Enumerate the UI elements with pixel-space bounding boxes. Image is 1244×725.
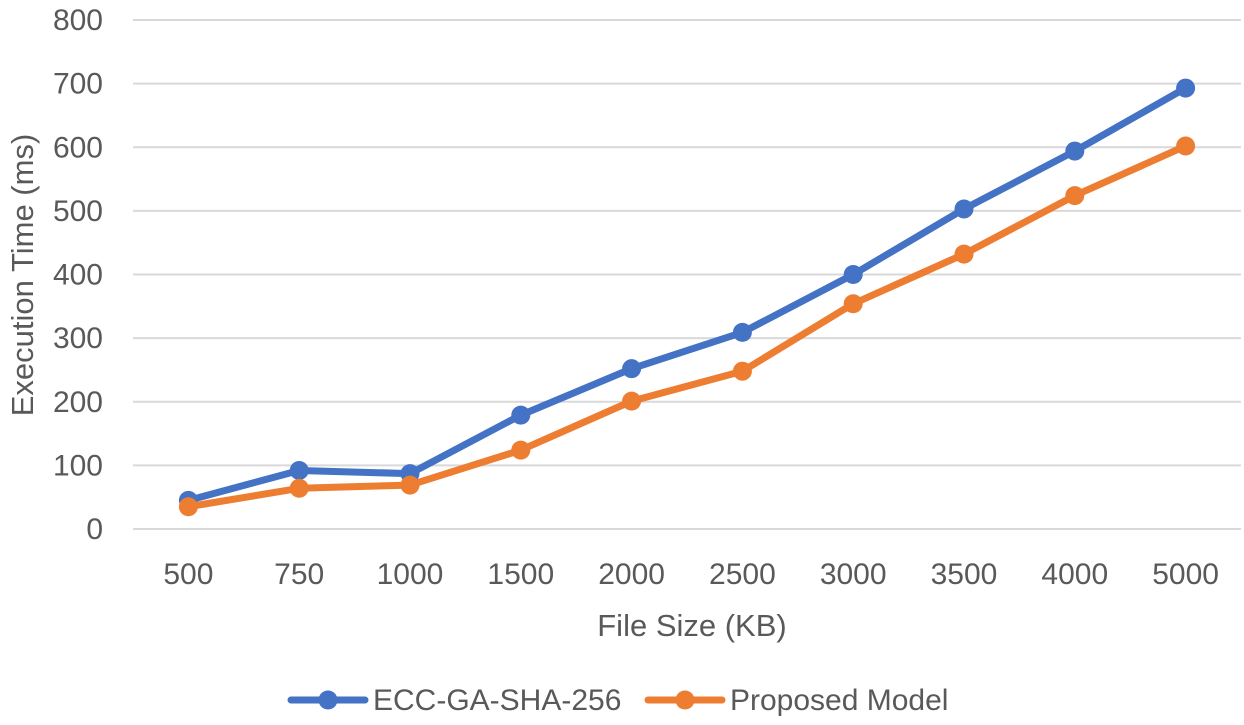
x-tick-label: 3000 [820, 558, 887, 591]
data-point [732, 322, 752, 342]
data-point [843, 265, 863, 284]
y-tick-label: 300 [53, 322, 103, 355]
x-tick-label: 2000 [598, 558, 665, 591]
series-2 [178, 136, 1196, 517]
y-tick-label: 200 [53, 386, 103, 419]
data-point [511, 405, 531, 425]
data-point [622, 359, 642, 379]
legend-swatch-marker [318, 690, 338, 710]
y-tick-label: 600 [53, 131, 103, 164]
data-point [1065, 186, 1085, 206]
y-axis-tick-labels: 0 100 200 300 400 500 600 700 800 [53, 4, 103, 546]
data-point [732, 361, 752, 381]
legend-label: Proposed Model [730, 684, 948, 717]
x-tick-label: 750 [274, 558, 324, 591]
y-tick-label: 0 [86, 513, 103, 546]
data-point [1176, 78, 1196, 98]
x-tick-label: 500 [163, 558, 213, 591]
legend-item: Proposed Model [644, 684, 948, 717]
legend-item: ECC-GA-SHA-256 [287, 684, 621, 717]
y-tick-label: 800 [53, 4, 103, 37]
x-tick-label: 1000 [377, 558, 444, 591]
data-point [954, 244, 974, 264]
x-axis-title: File Size (KB) [597, 608, 786, 643]
data-point [1065, 141, 1085, 161]
x-axis-tick-labels: 500 750 1000 1500 2000 2500 3000 3500 4000 5000 [163, 558, 1219, 591]
y-tick-label: 500 [53, 195, 103, 228]
y-tick-label: 100 [53, 449, 103, 482]
data-point [289, 478, 309, 498]
data-point [511, 440, 531, 460]
series-1 [178, 78, 1196, 510]
series-layer [178, 78, 1196, 517]
x-tick-label: 3500 [931, 558, 998, 591]
y-tick-label: 700 [53, 68, 103, 101]
legend-swatch-marker [675, 690, 695, 710]
legend: ECC-GA-SHA-256 Proposed Model [287, 684, 948, 717]
data-point [289, 460, 309, 480]
data-point [178, 497, 198, 517]
legend-label: ECC-GA-SHA-256 [373, 684, 621, 717]
x-tick-label: 4000 [1041, 558, 1108, 591]
x-tick-label: 2500 [709, 558, 776, 591]
y-tick-label: 400 [53, 259, 103, 292]
x-tick-label: 5000 [1152, 558, 1219, 591]
data-point [843, 294, 863, 314]
data-point [622, 391, 642, 411]
data-point [1176, 136, 1196, 156]
series-line [184, 84, 1190, 504]
y-axis-title: Execution Time (ms) [5, 134, 40, 417]
data-point [954, 199, 974, 219]
x-tick-label: 1500 [487, 558, 554, 591]
data-point [400, 475, 420, 495]
gridlines [133, 19, 1241, 530]
series-line [184, 142, 1190, 511]
